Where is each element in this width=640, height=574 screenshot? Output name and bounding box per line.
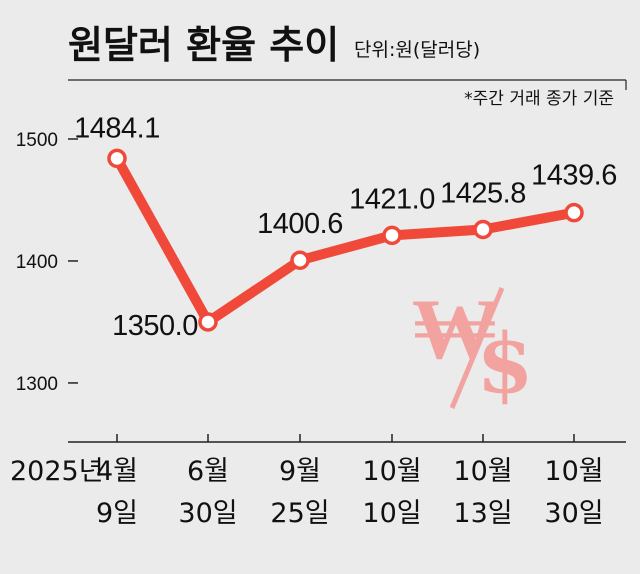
x-tick-label-month: 10월 xyxy=(362,456,421,487)
x-tick-label-month: 4월 xyxy=(96,456,138,487)
data-label: 1484.1 xyxy=(74,112,160,144)
x-tick-label-day: 25일 xyxy=(270,498,329,529)
symbol-slash xyxy=(449,287,505,409)
x-tick-label-day: 13일 xyxy=(453,498,512,529)
x-tick-label-day: 10일 xyxy=(362,498,421,529)
x-tick-label-month: 6월 xyxy=(187,456,229,487)
y-tick-label: 1300 xyxy=(16,374,58,395)
y-tick-label: 1500 xyxy=(16,130,58,151)
x-tick-label-month: 10월 xyxy=(544,456,603,487)
dollar-symbol-glyph: $ xyxy=(476,316,533,412)
y-tick-label: 1400 xyxy=(16,252,58,273)
won-dollar-symbol: ₩ $ xyxy=(412,278,534,412)
data-point xyxy=(290,250,310,270)
data-label: 1425.8 xyxy=(440,178,526,210)
data-point xyxy=(564,202,584,223)
data-label: 1400.6 xyxy=(257,208,343,240)
chart-title: 원달러 환율 추이 xyxy=(68,23,339,67)
x-tick-label-month: 10월 xyxy=(453,456,512,487)
data-label: 1421.0 xyxy=(349,183,435,215)
series-line xyxy=(112,153,579,327)
basis-note: *주간 거래 종가 기준 xyxy=(464,89,614,109)
x-tick-label-month: 9월 xyxy=(279,456,321,487)
data-label: 1350.0 xyxy=(112,310,198,342)
data-point xyxy=(382,225,402,246)
year-label: 2025년 xyxy=(10,456,104,487)
data-label: 1439.6 xyxy=(531,160,617,192)
x-tick-label-day: 9일 xyxy=(96,498,138,529)
x-tick-label-day: 30일 xyxy=(178,498,237,529)
data-point xyxy=(107,148,127,169)
unit-label: 단위:원(달러당) xyxy=(354,39,480,61)
data-point xyxy=(198,312,218,332)
data-point xyxy=(473,219,493,240)
x-tick-label-day: 30일 xyxy=(544,498,603,529)
